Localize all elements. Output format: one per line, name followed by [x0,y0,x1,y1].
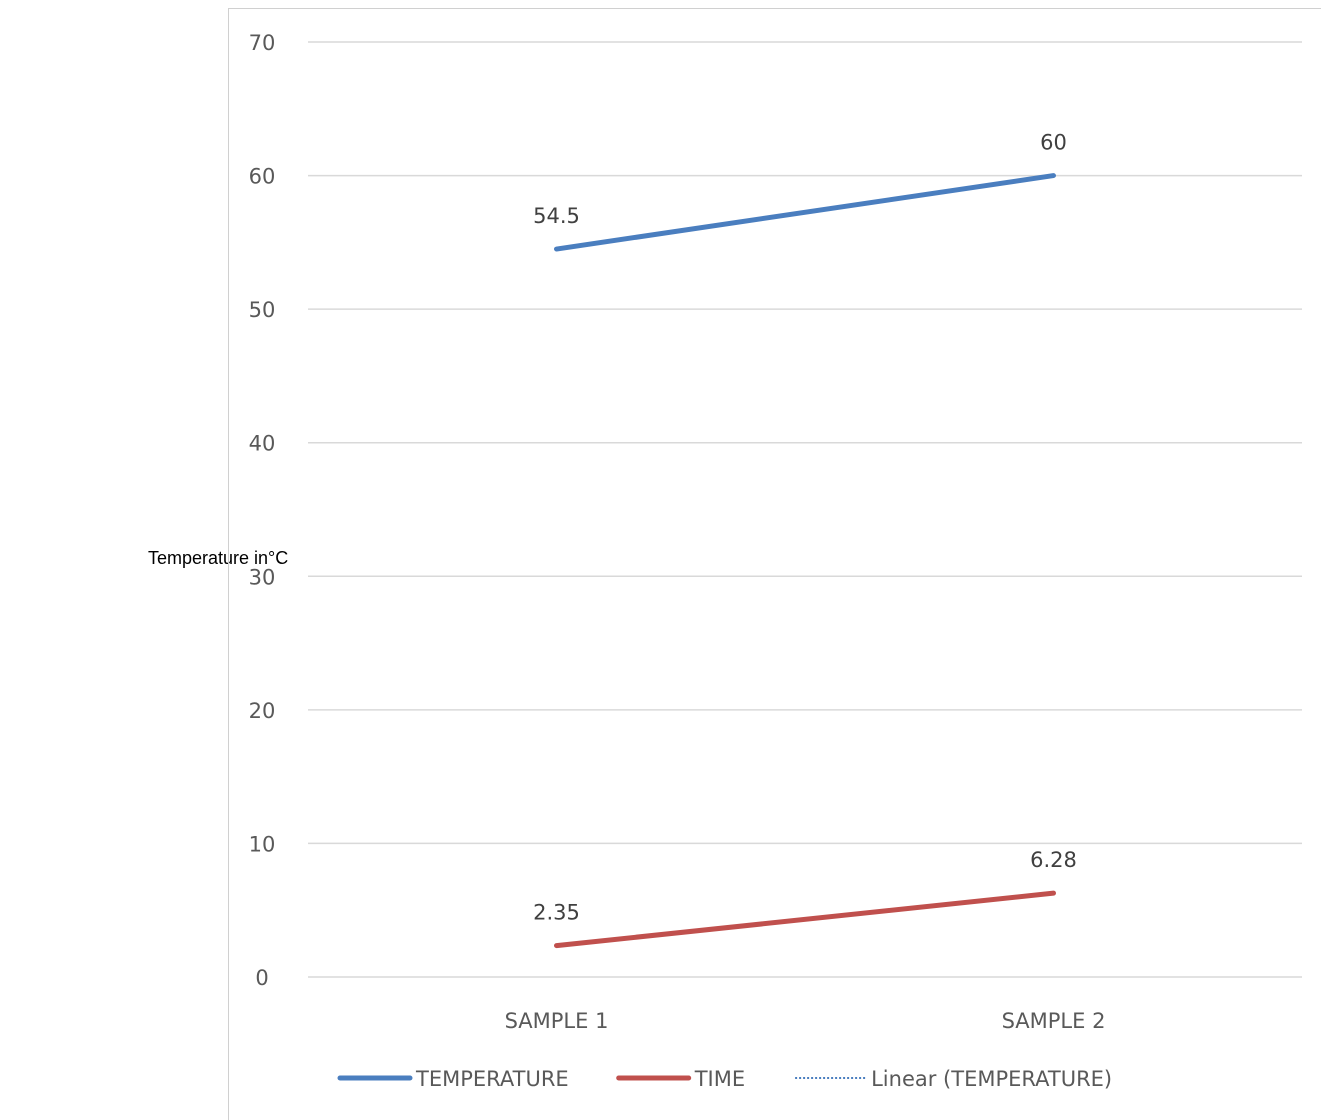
series-line [554,890,1056,949]
y-tick-label: 0 [255,966,268,990]
y-tick-label: 10 [249,832,276,856]
data-label: 2.35 [533,901,580,925]
y-tick-label: 20 [249,699,276,723]
data-label: 54.5 [533,204,580,228]
data-label: 60 [1040,131,1067,155]
legend: TEMPERATURE TIME Linear (TEMPERATURE) [337,1067,1112,1091]
x-category-label: SAMPLE 1 [505,1009,609,1033]
chart-frame [228,8,1321,1120]
grid-lines [308,41,1302,978]
x-category-label: SAMPLE 2 [1002,1009,1106,1033]
y-tick-label: 70 [249,31,276,55]
x-category-labels: SAMPLE 1 SAMPLE 2 [505,1009,1106,1033]
y-tick-label: 50 [249,298,276,322]
y-tick-label: 40 [249,432,276,456]
data-label: 6.28 [1030,848,1077,872]
data-labels: 54.5 60 2.35 6.28 [533,131,1077,925]
y-tick-labels: 0 10 20 30 40 50 60 70 [249,31,276,990]
legend-label: TIME [694,1067,745,1091]
series-line [554,173,1056,252]
y-axis-label: Temperature in°C [148,548,289,568]
legend-label: Linear (TEMPERATURE) [871,1067,1112,1091]
series-lines [554,173,1056,949]
y-tick-label: 30 [249,565,276,589]
y-tick-label: 60 [249,165,276,189]
legend-label: TEMPERATURE [415,1067,569,1091]
